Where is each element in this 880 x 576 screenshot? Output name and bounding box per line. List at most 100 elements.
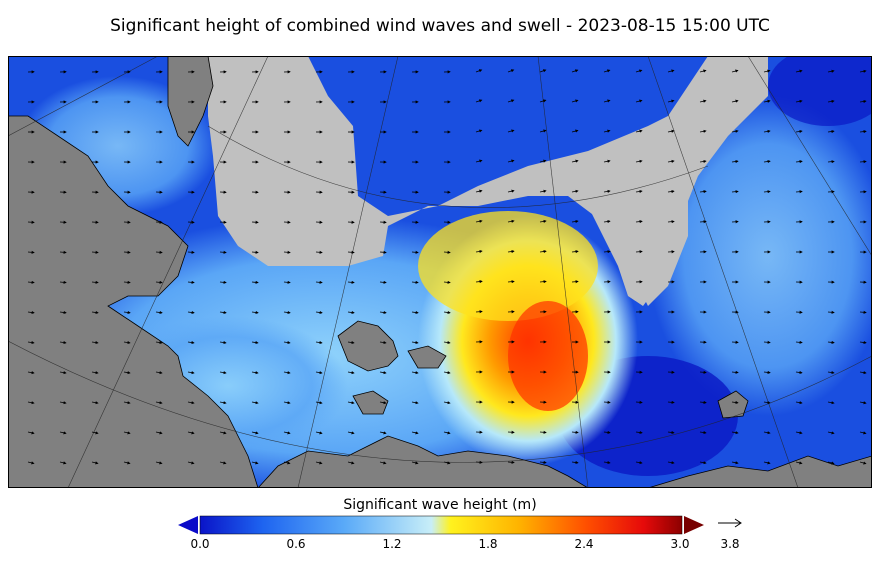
wave-direction-arrow: [539, 159, 547, 163]
wave-direction-arrow: [635, 250, 643, 254]
wave-direction-arrow: [443, 371, 451, 375]
wave-direction-arrow: [27, 371, 35, 375]
colorbar-under-arrow: [178, 516, 198, 534]
wave-direction-arrow: [475, 189, 483, 193]
wave-direction-arrow: [187, 250, 195, 254]
wave-direction-arrow: [795, 431, 803, 435]
wave-direction-arrow: [827, 340, 835, 345]
wave-direction-arrow: [347, 250, 355, 254]
wave-direction-arrow: [283, 310, 291, 315]
wave-direction-arrow: [283, 401, 291, 405]
wave-direction-arrow: [283, 431, 291, 435]
wave-direction-arrow: [443, 250, 451, 254]
wave-direction-arrow: [539, 280, 547, 284]
wave-direction-arrow: [763, 99, 771, 103]
wave-direction-arrow: [571, 129, 579, 133]
wave-direction-arrow: [731, 99, 739, 103]
wave-direction-arrow: [571, 99, 579, 103]
land-west: [8, 115, 259, 488]
wave-direction-arrow: [91, 340, 99, 345]
wave-direction-arrow: [315, 310, 323, 315]
wave-direction-arrow: [379, 461, 387, 465]
wave-direction-arrow: [251, 431, 259, 435]
wave-direction-arrow: [155, 461, 163, 465]
wave-direction-arrow: [155, 250, 163, 254]
wave-direction-arrow: [571, 430, 579, 434]
wave-direction-arrow: [795, 461, 803, 465]
wave-direction-arrow: [475, 159, 483, 163]
wave-direction-arrow: [571, 280, 579, 284]
wave-direction-arrow: [763, 159, 771, 164]
wave-direction-arrow: [539, 219, 547, 223]
wave-direction-arrow: [635, 99, 643, 103]
colorbar-over-arrow: [684, 516, 704, 534]
wave-direction-arrow: [667, 189, 675, 194]
wave-direction-arrow: [699, 430, 707, 435]
wave-direction-arrow: [667, 69, 675, 73]
wave-direction-arrow: [699, 370, 707, 374]
wave-direction-arrow: [251, 371, 259, 375]
wave-direction-arrow: [635, 219, 643, 224]
wave-direction-arrow: [507, 249, 515, 254]
wave-direction-arrow: [859, 371, 867, 375]
chart-title: Significant height of combined wind wave…: [110, 16, 770, 36]
wave-direction-arrow: [667, 99, 675, 103]
wave-direction-arrow: [443, 461, 451, 465]
wave-direction-arrow: [123, 431, 131, 435]
wave-direction-arrow: [123, 371, 131, 375]
wave-direction-arrow: [347, 310, 355, 315]
island-central-east: [407, 345, 447, 369]
wave-direction-arrow: [539, 129, 547, 133]
wave-direction-arrow: [315, 461, 323, 465]
wave-direction-arrow: [763, 69, 771, 73]
wave-direction-arrow: [603, 69, 611, 73]
wave-direction-arrow: [59, 461, 67, 465]
island-south: [352, 390, 389, 415]
wave-direction-arrow: [59, 371, 67, 375]
wave-direction-arrow: [283, 371, 291, 375]
wave-direction-arrow: [731, 370, 739, 374]
wave-direction-arrow: [859, 401, 867, 405]
colorbar-tick: 2.4: [574, 537, 594, 551]
wave-direction-arrow: [763, 461, 771, 465]
wave-direction-arrow: [539, 69, 547, 73]
wave-direction-arrow: [283, 250, 291, 254]
wave-direction-arrow: [507, 189, 515, 193]
wave-direction-arrow: [59, 310, 67, 315]
wave-direction-arrow: [347, 431, 355, 435]
wave-direction-arrow: [827, 129, 835, 134]
wave-direction-arrow: [123, 310, 131, 315]
wave-direction-arrow: [731, 461, 739, 465]
colorbar-gradient: [199, 515, 683, 535]
wave-direction-arrow: [315, 280, 323, 284]
wave-direction-arrow: [315, 401, 323, 405]
colorbar-tick: 0.6: [286, 537, 306, 551]
wave-direction-arrow: [411, 340, 419, 345]
wave-direction-arrow: [603, 400, 611, 404]
wave-direction-arrow: [59, 340, 67, 345]
land-south: [257, 435, 589, 488]
wave-direction-arrow: [475, 129, 483, 133]
wave-direction-arrow: [571, 219, 579, 224]
wave-direction-arrow: [411, 280, 419, 284]
wave-direction-arrow: [731, 159, 739, 164]
wave-direction-arrow: [795, 129, 803, 134]
wave-direction-arrow: [635, 400, 643, 404]
wave-direction-arrow: [411, 431, 419, 435]
wave-direction-arrow: [763, 190, 771, 194]
wave-direction-arrow: [699, 189, 707, 194]
wave-direction-arrow: [667, 220, 675, 224]
colorbar-tick: 3.0: [670, 537, 690, 551]
wave-direction-arrow: [187, 431, 195, 435]
wave-direction-arrow: [91, 280, 99, 284]
wave-direction-arrow: [507, 159, 515, 163]
wave-direction-arrow: [827, 370, 835, 375]
wave-direction-arrow: [443, 401, 451, 405]
wave-direction-arrow: [507, 280, 515, 284]
wave-direction-arrow: [635, 461, 643, 465]
wave-direction-arrow: [827, 461, 835, 465]
wave-direction-arrow: [27, 250, 35, 254]
wave-direction-arrow: [251, 250, 259, 254]
wave-direction-arrow: [763, 431, 771, 435]
wave-direction-arrow: [155, 340, 163, 345]
